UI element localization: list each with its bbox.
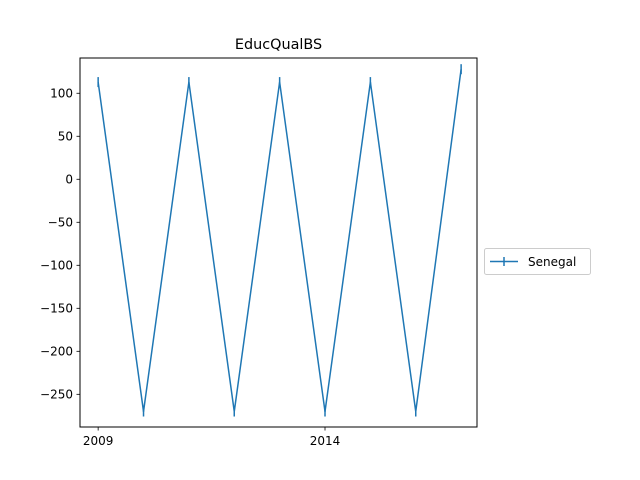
axes: −250 −200 −150 −100 −50 0 50 100 2009 2014 bbox=[40, 57, 478, 448]
x-tick-label: 2014 bbox=[310, 434, 341, 448]
series-line-0 bbox=[97, 69, 462, 413]
y-tick-label: 50 bbox=[58, 130, 73, 144]
y-tick-label: −50 bbox=[48, 216, 73, 230]
y-tick-label: 0 bbox=[65, 173, 73, 187]
y-tick-label: −200 bbox=[40, 345, 73, 359]
plot-area bbox=[97, 64, 462, 417]
x-tick-label: 2009 bbox=[83, 434, 114, 448]
y-tick-label: −150 bbox=[40, 302, 73, 316]
y-tick-label: −250 bbox=[40, 388, 73, 402]
y-tick-label: 100 bbox=[50, 87, 73, 101]
plot-frame bbox=[79, 57, 478, 428]
chart-title: EducQualBS bbox=[235, 37, 322, 53]
legend: Senegal bbox=[484, 248, 591, 275]
legend-label-senegal: Senegal bbox=[528, 255, 576, 269]
y-tick-label: −100 bbox=[40, 259, 73, 273]
legend-frame bbox=[484, 248, 591, 275]
